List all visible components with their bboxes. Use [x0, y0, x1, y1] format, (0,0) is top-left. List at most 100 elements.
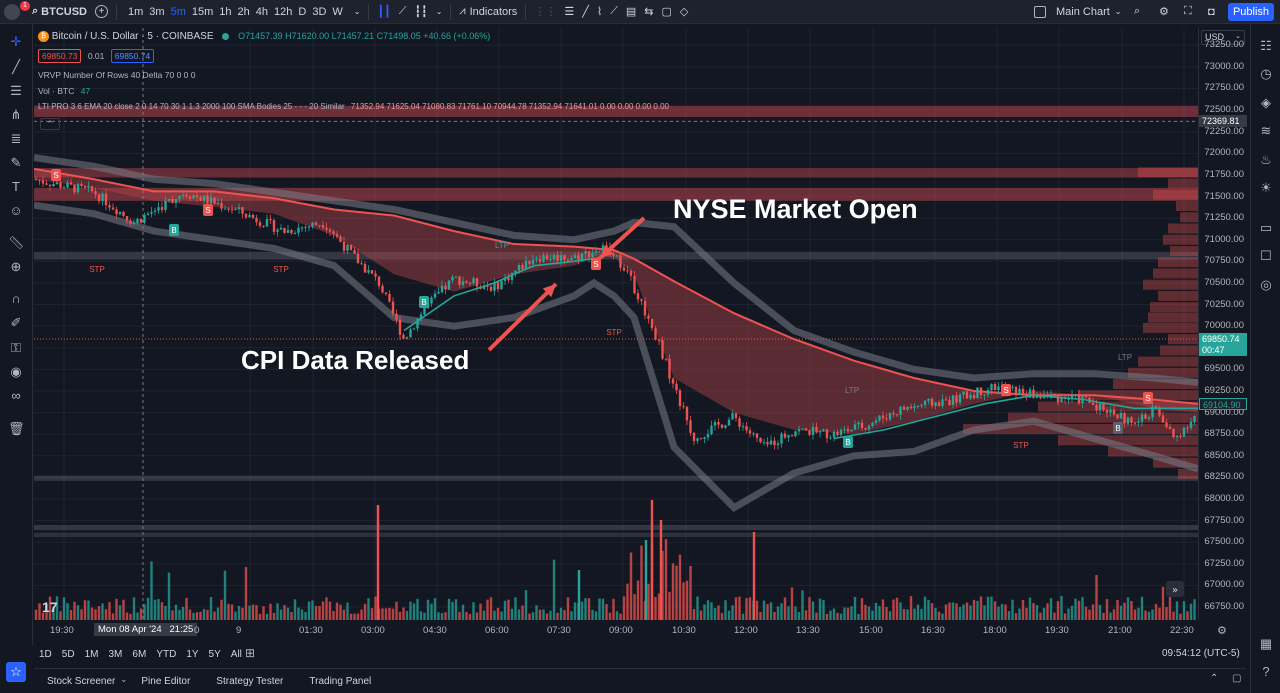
- emoji-icon[interactable]: ☺: [9, 203, 23, 218]
- favorites-star-icon[interactable]: ☆: [6, 662, 26, 682]
- text-icon[interactable]: T: [12, 179, 20, 194]
- chevron-down-icon[interactable]: ⌄: [353, 7, 361, 16]
- range-button-1m[interactable]: 1M: [84, 648, 99, 660]
- price-axis[interactable]: USD ⌄ 73250.00 73000.00 72750.00 72500.00 72…: [1198, 28, 1248, 620]
- messages-icon[interactable]: ☐: [1260, 248, 1272, 263]
- range-button-ytd[interactable]: YTD: [156, 648, 177, 660]
- volume-legend[interactable]: Vol · BTC 47: [38, 86, 90, 96]
- chevron-down-icon[interactable]: ⌄: [120, 674, 128, 684]
- timeframe-3D[interactable]: 3D: [312, 5, 327, 18]
- brush-icon[interactable]: ◇: [679, 6, 689, 18]
- range-button-1d[interactable]: 1D: [39, 648, 52, 660]
- timeframe-1m[interactable]: 1m: [128, 5, 144, 18]
- collapse-panel-icon[interactable]: ⌃: [1210, 673, 1219, 684]
- magnet-icon[interactable]: ∩: [11, 291, 21, 306]
- line-chart-icon[interactable]: ⟋: [398, 5, 407, 17]
- pattern-icon[interactable]: ⟋: [610, 5, 618, 17]
- path-icon[interactable]: ⌇: [596, 6, 603, 18]
- scroll-right-button[interactable]: [1166, 581, 1184, 597]
- ideas-bulb-icon[interactable]: ☀: [1260, 180, 1272, 195]
- trendline-icon[interactable]: ╱: [12, 59, 20, 74]
- timeframe-1h[interactable]: 1h: [219, 5, 232, 18]
- chat-icon[interactable]: ▭: [1259, 220, 1273, 235]
- range-button-6m[interactable]: 6M: [132, 648, 147, 660]
- timeframe-3m[interactable]: 3m: [149, 5, 165, 18]
- clock-display[interactable]: 09:54:12 (UTC-5): [1162, 648, 1240, 659]
- footer-tab-stock-screener[interactable]: Stock Screener: [47, 675, 116, 687]
- range-button-1y[interactable]: 1Y: [186, 648, 199, 660]
- range-button-5y[interactable]: 5Y: [208, 648, 221, 660]
- timeframe-D[interactable]: D: [298, 5, 307, 18]
- timeframe-5m[interactable]: 5m: [170, 5, 186, 18]
- volume-bar: [307, 601, 311, 620]
- settings-icon[interactable]: ⚙: [1159, 6, 1169, 18]
- timeframe-15m[interactable]: 15m: [191, 5, 214, 18]
- watchlist-icon[interactable]: ☷: [1260, 38, 1272, 53]
- help-icon[interactable]: ?: [1262, 664, 1270, 679]
- eye-icon[interactable]: ◉: [10, 364, 22, 379]
- fullscreen-icon[interactable]: ⛶: [1184, 5, 1192, 17]
- publish-button[interactable]: Publish: [1228, 3, 1274, 21]
- range-button-all[interactable]: All: [230, 648, 242, 660]
- range-button-3m[interactable]: 3M: [108, 648, 123, 660]
- compare-symbol-button[interactable]: +: [91, 0, 112, 24]
- user-avatar[interactable]: 1: [0, 0, 30, 24]
- range-icon[interactable]: ⇆: [644, 6, 654, 18]
- link-icon[interactable]: ∞: [11, 388, 21, 403]
- trash-icon[interactable]: 🗑︎: [8, 421, 25, 436]
- price-chart[interactable]: S S S S S B B B B STP STP STP STP LTP LTP LTP 17 »: [34, 28, 1198, 620]
- timeframe-12h[interactable]: 12h: [274, 5, 293, 18]
- brush-icon[interactable]: ✎: [10, 155, 22, 170]
- horizontal-lines-icon[interactable]: ☰: [10, 83, 22, 98]
- lti-pro-legend[interactable]: LTI PRO 3 6 EMA 20 close 2 0 14 70 30 1 …: [38, 102, 669, 111]
- zoom-icon[interactable]: ⊕: [10, 259, 22, 274]
- calendar-icon[interactable]: ▦: [1259, 636, 1273, 651]
- candles-icon[interactable]: ┃┃: [377, 6, 391, 18]
- symbol-search[interactable]: ⌕ BTCUSD: [28, 0, 91, 24]
- fire-icon[interactable]: ♨: [1260, 152, 1272, 167]
- vrvp-legend[interactable]: VRVP Number Of Rows 40 Delta 70 0 0 0: [38, 70, 196, 80]
- ruler-icon[interactable]: 📏︎: [8, 235, 25, 250]
- position-icon[interactable]: ▤: [625, 6, 637, 18]
- fib-icon[interactable]: ≣: [10, 131, 22, 146]
- volume-bar: [426, 599, 430, 620]
- volume-bar: [825, 613, 829, 620]
- sell-price-box[interactable]: 69850.73: [38, 49, 82, 63]
- footer-tab-strategy-tester[interactable]: Strategy Tester: [216, 675, 284, 687]
- rectangle-icon[interactable]: ▢: [661, 6, 672, 18]
- trendline-icon[interactable]: ╱: [582, 6, 589, 18]
- candle: [804, 428, 808, 431]
- candle: [258, 222, 262, 226]
- quick-search-icon[interactable]: ⌕: [1134, 5, 1141, 17]
- layers-icon[interactable]: ◈: [1261, 95, 1271, 110]
- fib-tool-icon[interactable]: ☰: [564, 6, 575, 18]
- buy-price-box[interactable]: 69850.74: [110, 49, 155, 63]
- date-range-icon[interactable]: ⊞: [245, 646, 256, 660]
- timeframe-2h[interactable]: 2h: [237, 5, 250, 18]
- broadcast-icon[interactable]: ◎: [1260, 277, 1272, 292]
- timeframe-W[interactable]: W: [332, 5, 343, 18]
- crosshair-icon[interactable]: ✛: [10, 34, 22, 49]
- camera-icon[interactable]: ◘: [1208, 5, 1215, 18]
- pencil-lock-icon[interactable]: ✐: [10, 315, 22, 330]
- time-axis-settings-icon[interactable]: ⚙: [1217, 625, 1227, 637]
- candle: [874, 420, 878, 423]
- timeframe-4h[interactable]: 4h: [255, 5, 269, 18]
- bar-chart-icon[interactable]: ┇┇: [414, 6, 428, 18]
- pitchfork-icon[interactable]: ⋔: [10, 107, 22, 122]
- currency-selector[interactable]: USD ⌄: [1201, 30, 1245, 45]
- alerts-clock-icon[interactable]: ◷: [1260, 66, 1272, 81]
- footer-tab-trading-panel[interactable]: Trading Panel: [309, 675, 372, 687]
- range-button-5d[interactable]: 5D: [61, 648, 75, 660]
- time-axis[interactable]: 19:30 9 01:30 03:00 04:30 06:00 07:30 09:00 10:3…: [34, 622, 1198, 640]
- chevron-down-icon[interactable]: ⌄: [435, 7, 443, 16]
- maximize-panel-icon[interactable]: ▢: [1232, 673, 1242, 684]
- layout-select[interactable]: Main Chart ⌄: [1030, 0, 1126, 24]
- volume-bar: [1168, 596, 1172, 620]
- hotlist-icon[interactable]: ≋: [1260, 123, 1272, 138]
- footer-tab-pine-editor[interactable]: Pine Editor: [141, 675, 191, 687]
- candle: [545, 255, 549, 260]
- collapse-legend-button[interactable]: ⌃: [40, 118, 60, 130]
- lock-icon[interactable]: ⚿: [11, 340, 21, 355]
- indicators-button[interactable]: ⩘ Indicators: [455, 0, 521, 24]
